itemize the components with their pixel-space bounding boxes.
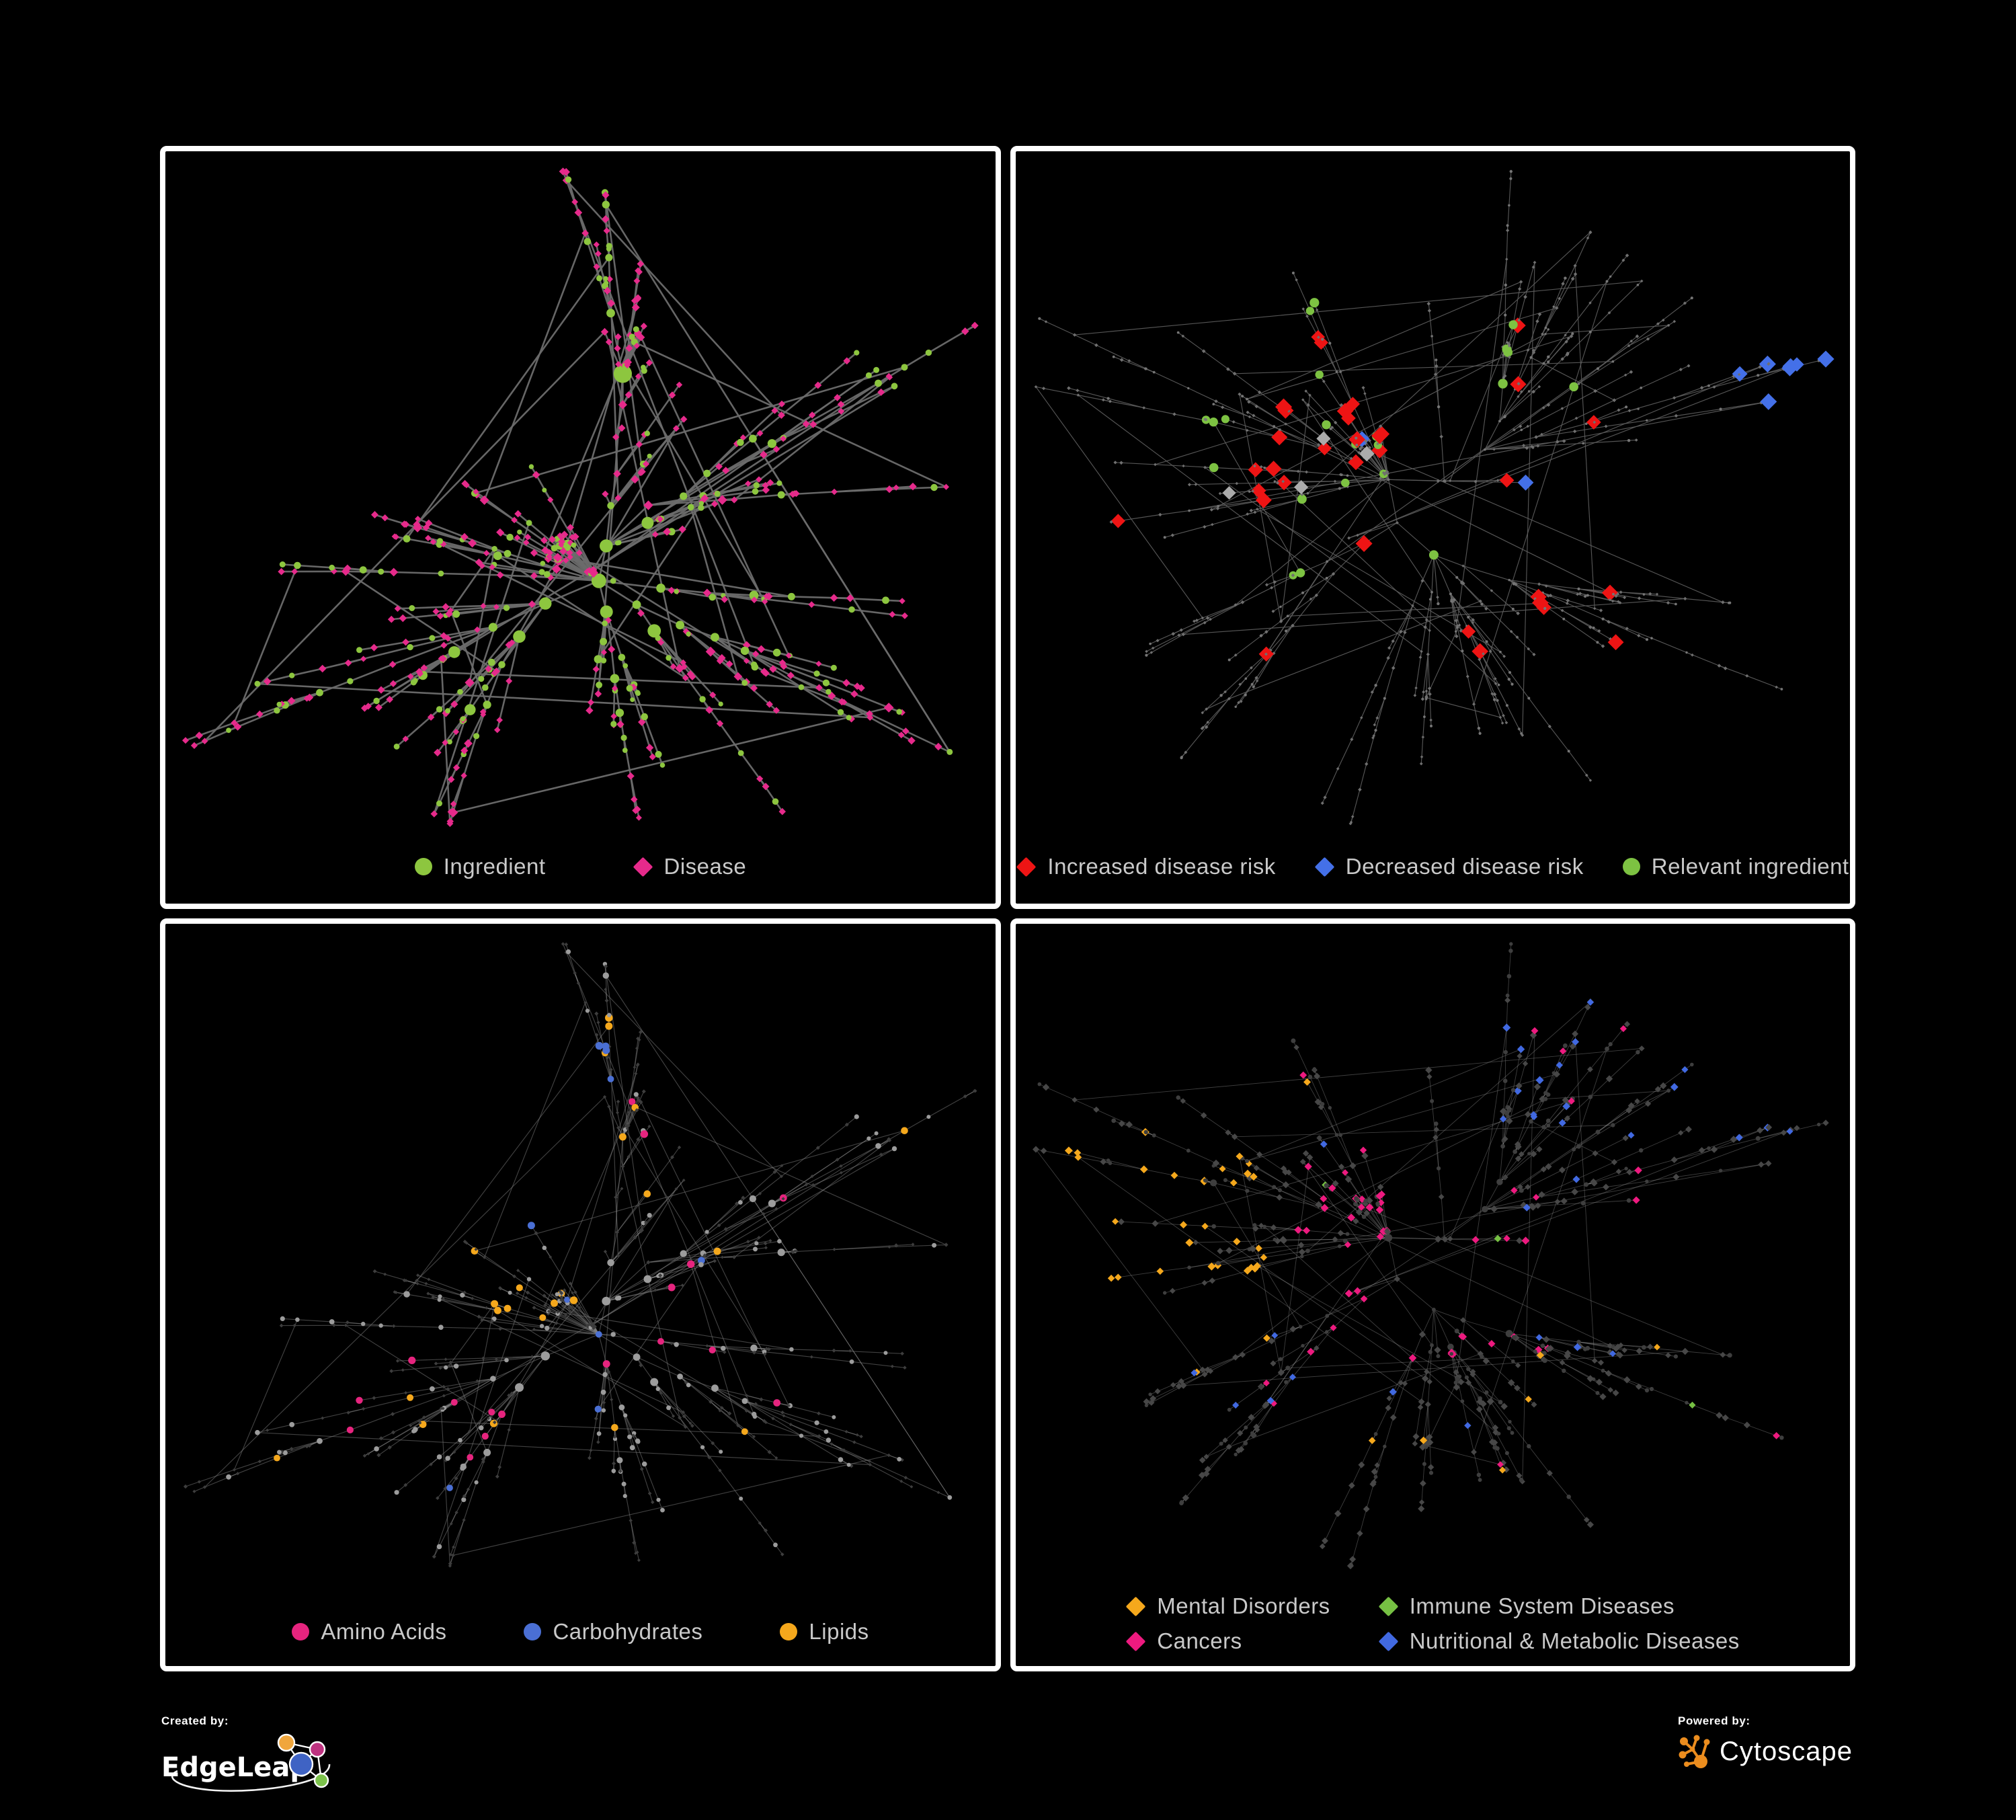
panel-nutrient-classes: Amino Acids Carbohydrates Lipids [160,918,1001,1671]
legend-item-increased-disease-risk: Increased disease risk [1016,854,1275,879]
circle-marker-icon [780,1623,798,1640]
diamond-marker-icon [1314,857,1335,877]
legend-ingredient-disease: Ingredient Disease [165,854,996,879]
circle-marker-icon [524,1623,542,1640]
legend-label: Nutritional & Metabolic Diseases [1409,1628,1740,1653]
legend-item-carbohydrates: Carbohydrates [524,1619,702,1645]
legend-item-immune-system-diseases: Immune System Diseases [1378,1593,1740,1619]
legend-item-disease: Disease [633,854,747,879]
legend-item-lipids: Lipids [780,1619,869,1645]
powered-by-block: Powered by: Cytoscape [1678,1714,1853,1770]
circle-marker-icon [292,1623,310,1640]
legend-label: Carbohydrates [553,1619,703,1644]
panel-ingredient-disease: Ingredient Disease [160,146,1001,909]
circle-marker-icon [1622,858,1640,875]
disease-class-network-graph [1033,942,1829,1570]
legend-label: Lipids [809,1619,869,1644]
panel-disease-classes: Mental Disorders Immune System Diseases Ca… [1010,918,1855,1671]
legend-nutrient-classes: Amino Acids Carbohydrates Lipids [165,1619,996,1645]
legend-item-nutritional-metabolic-diseases: Nutritional & Metabolic Diseases [1378,1628,1740,1654]
powered-by-label: Powered by: [1678,1714,1750,1727]
diamond-marker-icon [1378,1596,1399,1616]
edgeleap-glyph-nodes [277,1733,329,1788]
circle-marker-icon [414,858,432,875]
legend-label: Ingredient [443,854,546,879]
legend-item-mental-disorders: Mental Disorders [1125,1593,1330,1619]
created-by-block: Created by: EdgeLeap [161,1714,337,1795]
legend-item-amino-acids: Amino Acids [292,1619,446,1645]
legend-label: Disease [663,854,747,879]
legend-label: Cancers [1157,1628,1242,1653]
diamond-marker-icon [1125,1596,1146,1616]
disease-risk-network-graph [1034,169,1834,826]
legend-label: Increased disease risk [1047,854,1276,879]
legend-item-ingredient: Ingredient [414,854,546,879]
legend-label: Immune System Diseases [1409,1593,1675,1618]
legend-label: Amino Acids [321,1619,447,1644]
cytoscape-logo-text: Cytoscape [1720,1736,1853,1766]
legend-label: Mental Disorders [1157,1593,1330,1618]
edgeleap-logo-text: EdgeLeap [161,1752,309,1783]
panel-grid: Ingredient Disease Increased disease risk… [160,146,1855,1671]
diamond-marker-icon [1378,1631,1399,1651]
ingredient-disease-network-graph [182,167,979,827]
diamond-marker-icon [1016,857,1037,877]
legend-disease-classes: Mental Disorders Immune System Diseases Ca… [1016,1593,1850,1654]
legend-item-relevant-ingredient: Relevant ingredient [1622,854,1849,879]
cytoscape-logo: Cytoscape [1678,1733,1853,1770]
edgeleap-logo: EdgeLeap [161,1733,331,1792]
legend-disease-risk: Increased disease risk Decreased disease … [1016,854,1850,879]
nutrient-class-network-graph [183,942,977,1568]
legend-label: Relevant ingredient [1651,854,1849,879]
panel-disease-risk: Increased disease risk Decreased disease … [1010,146,1855,909]
cytoscape-logo-icon [1679,1735,1710,1768]
diamond-marker-icon [633,857,653,877]
legend-label: Decreased disease risk [1345,854,1584,879]
legend-item-decreased-disease-risk: Decreased disease risk [1314,854,1584,879]
created-by-label: Created by: [161,1714,229,1727]
legend-item-cancers: Cancers [1125,1628,1330,1654]
diamond-marker-icon [1125,1631,1146,1651]
